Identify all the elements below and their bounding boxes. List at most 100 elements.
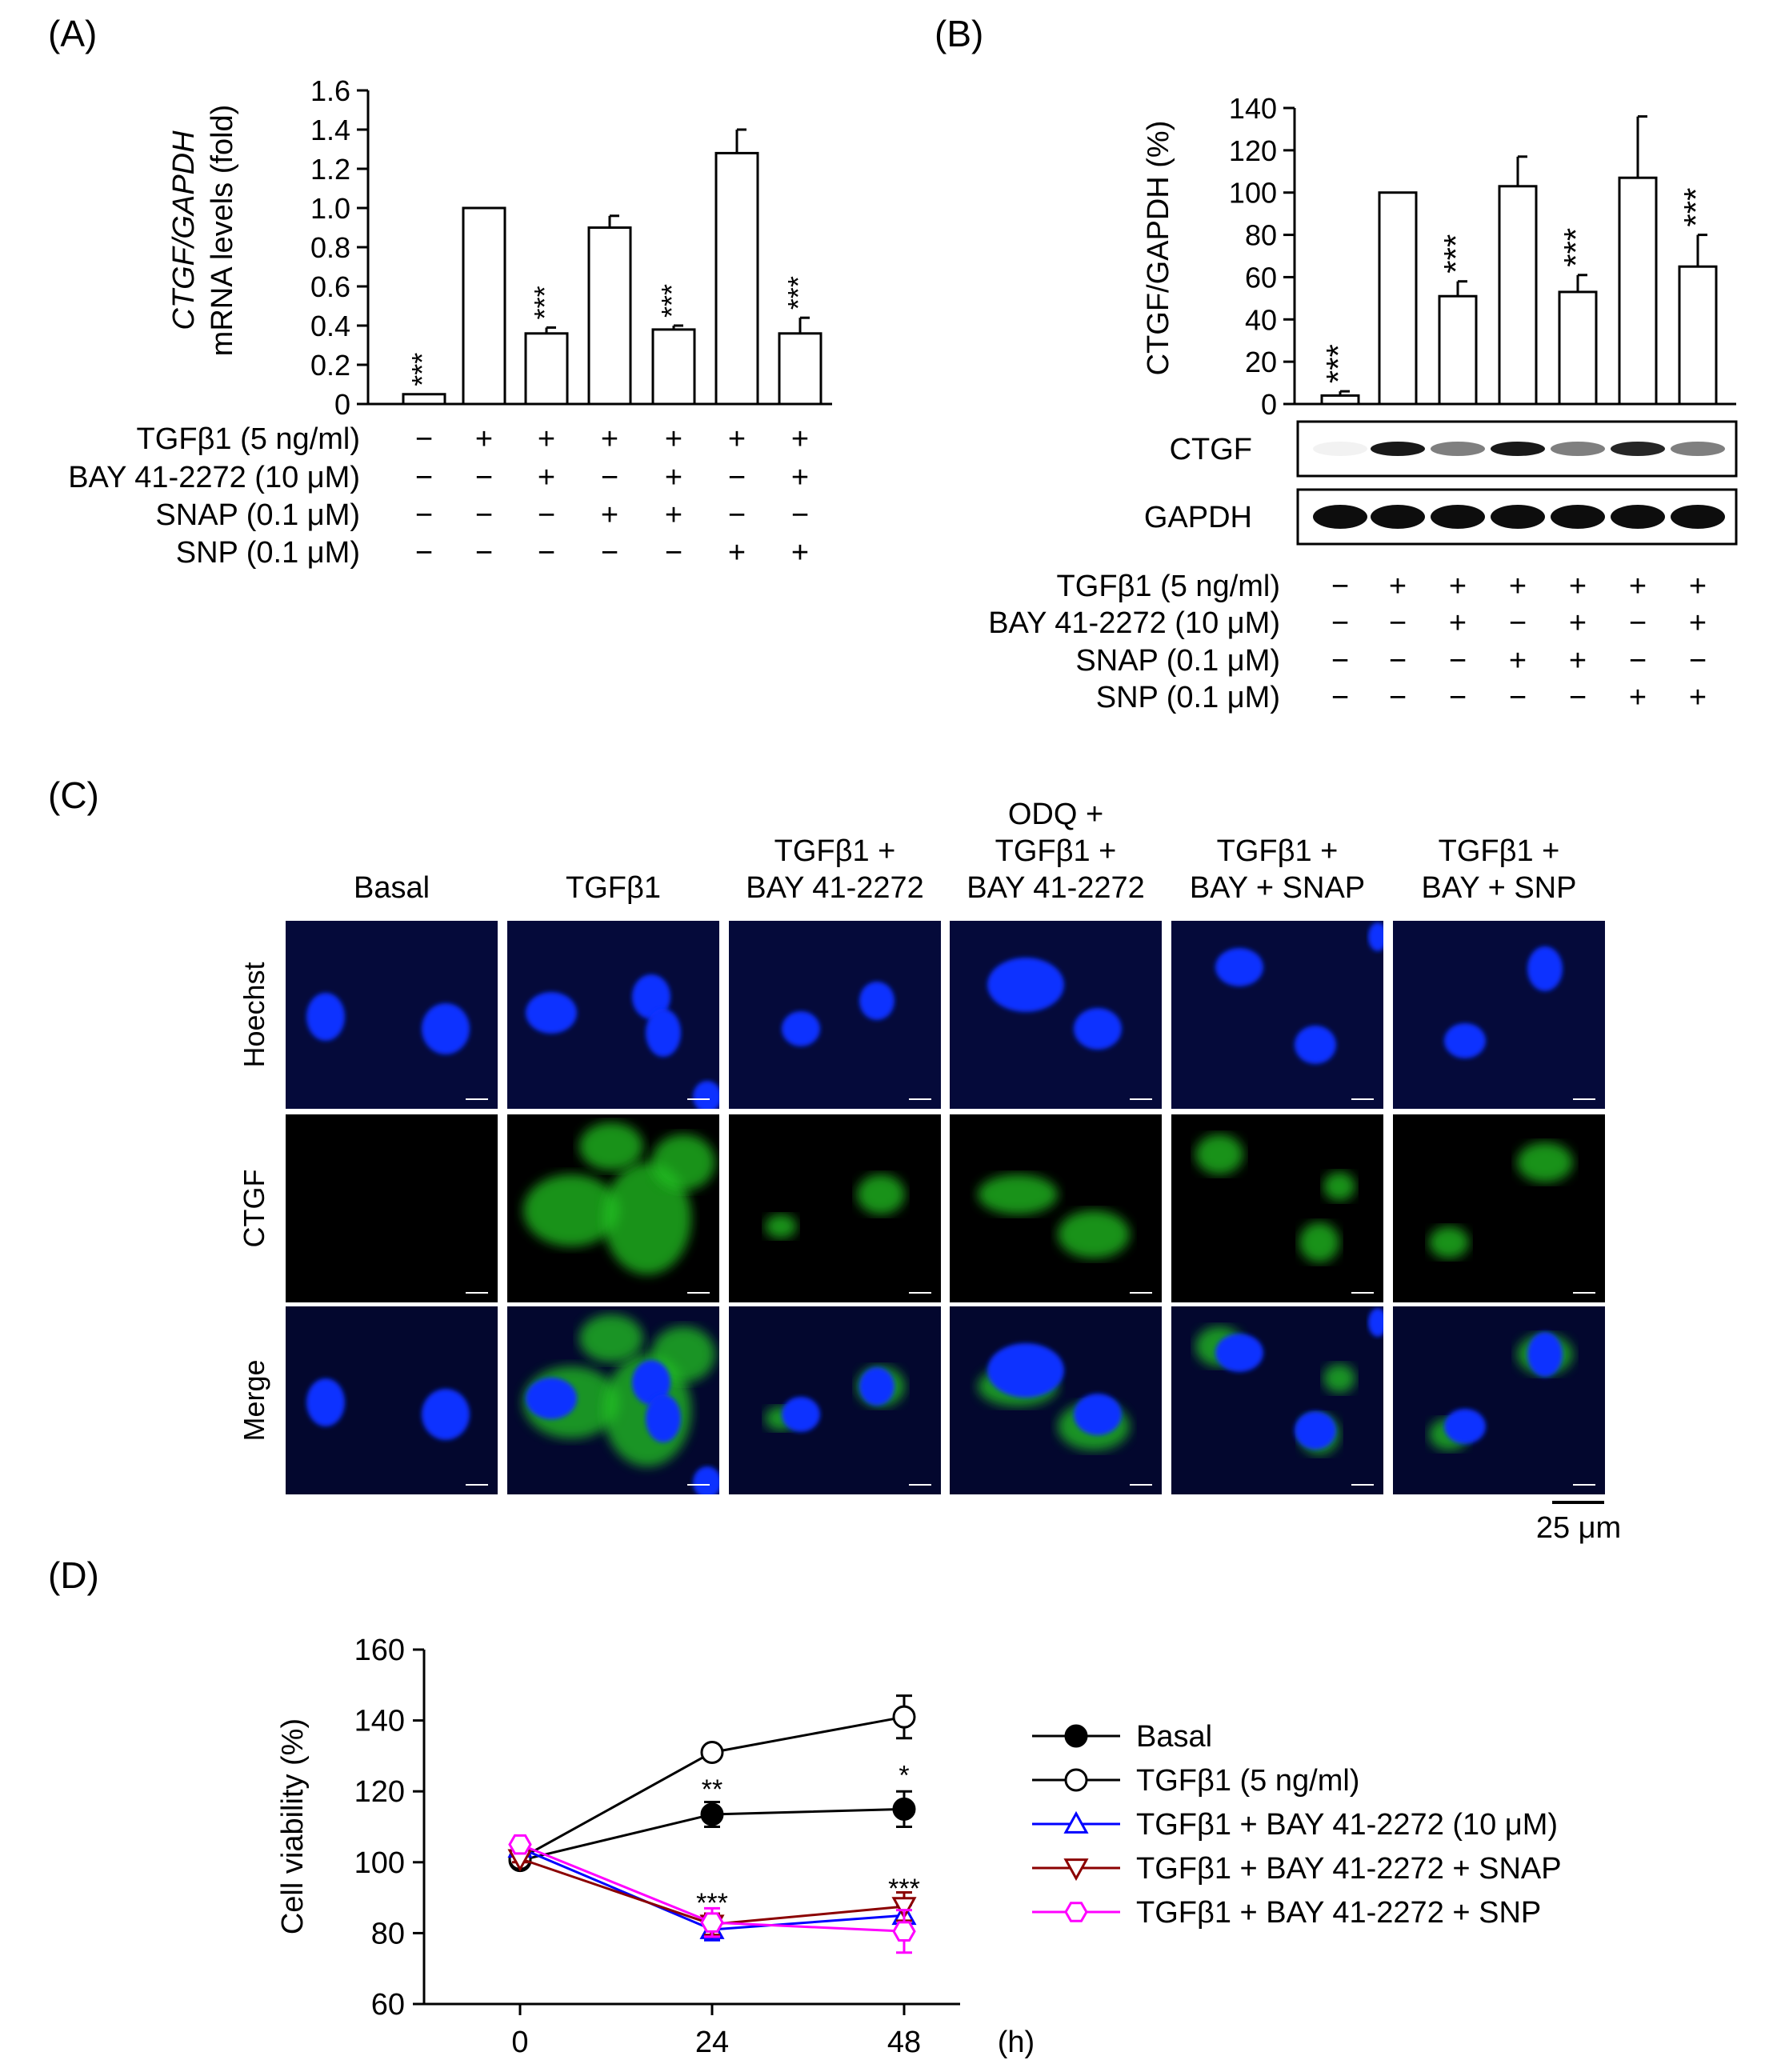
blot-band xyxy=(1371,442,1425,456)
micrograph-3-0 xyxy=(950,921,1162,1109)
significance-label: *** xyxy=(528,286,561,319)
treatment-sign: + xyxy=(1629,570,1647,603)
treatment-label: BAY 41-2272 (10 μM) xyxy=(68,461,360,494)
treatment-sign: − xyxy=(1569,681,1587,714)
micrograph-content xyxy=(1429,1142,1573,1258)
treatment-sign: − xyxy=(728,498,746,532)
bar xyxy=(651,328,696,406)
treatment-sign: − xyxy=(1509,606,1527,640)
ctgf-signal xyxy=(651,1134,715,1190)
blot-band xyxy=(1313,505,1367,529)
treatment-sign: − xyxy=(1689,644,1707,678)
bar xyxy=(1618,176,1658,406)
treatment-sign: − xyxy=(475,461,493,494)
ctgf-signal xyxy=(857,1174,905,1214)
nucleus xyxy=(632,1360,670,1405)
ctgf-signal xyxy=(1195,1134,1243,1174)
significance-label: *** xyxy=(655,284,688,318)
y-tick-label: 60 xyxy=(1245,261,1277,294)
micrograph-background xyxy=(729,1114,941,1302)
micrograph-background xyxy=(729,1306,941,1494)
blot-band xyxy=(1551,505,1605,529)
micrograph-content xyxy=(978,1343,1130,1450)
nucleus xyxy=(1074,1008,1122,1050)
treatment-label: TGFβ1 (5 ng/ml) xyxy=(137,422,360,456)
micrograph-3-2 xyxy=(950,1306,1162,1494)
nucleus xyxy=(526,992,577,1034)
treatment-label: SNAP (0.1 μM) xyxy=(1075,644,1280,678)
marker-triangle-down xyxy=(891,1897,917,1920)
nucleus xyxy=(693,1466,719,1494)
treatment-sign: − xyxy=(538,536,555,570)
treatment-sign: − xyxy=(538,498,555,532)
blot-band xyxy=(1431,505,1485,529)
treatment-sign: − xyxy=(415,422,433,456)
nucleus xyxy=(859,1367,895,1406)
treatment-sign: − xyxy=(1331,606,1349,640)
bar xyxy=(1498,185,1538,406)
bar xyxy=(714,151,759,406)
micrograph-5-0 xyxy=(1393,921,1605,1109)
treatment-sign: − xyxy=(415,461,433,494)
nucleus xyxy=(1527,1332,1563,1377)
column-header: BAY 41-2272 xyxy=(746,871,924,905)
y-axis-label-italic: CTGF/GAPDH xyxy=(167,130,201,330)
row-label-hoechst: Hoechst xyxy=(238,962,270,1067)
ctgf-signal xyxy=(579,1314,643,1362)
treatment-sign: − xyxy=(1389,606,1407,640)
nucleus xyxy=(1444,1023,1486,1058)
blot-band xyxy=(1671,442,1725,456)
legend-label: TGFβ1 (5 ng/ml) xyxy=(1136,1764,1359,1798)
y-tick-label: 80 xyxy=(1245,219,1277,252)
nucleus xyxy=(1074,1394,1122,1435)
treatment-sign: − xyxy=(1449,644,1467,678)
treatment-sign: + xyxy=(728,422,746,456)
nucleus xyxy=(1368,922,1383,951)
y-tick-label: 0 xyxy=(334,388,350,421)
treatment-sign: + xyxy=(538,422,555,456)
micrograph-5-1 xyxy=(1393,1114,1605,1302)
legend-label: TGFβ1 + BAY 41-2272 (10 μM) xyxy=(1136,1808,1558,1842)
micrograph-content xyxy=(306,993,470,1054)
bar xyxy=(1378,191,1418,406)
nucleus xyxy=(987,1343,1064,1398)
column-header: BAY + SNAP xyxy=(1190,871,1365,905)
micrograph-content xyxy=(1195,1134,1355,1262)
micrograph-5-2 xyxy=(1393,1306,1605,1494)
column-header: ODQ + xyxy=(1008,798,1103,831)
y-tick-label: 160 xyxy=(354,1634,405,1667)
x-tick-label: 24 xyxy=(695,2026,729,2059)
scale-bar-label: 25 μm xyxy=(1536,1511,1621,1545)
significance-label: *** xyxy=(1319,344,1357,383)
micrograph-2-0 xyxy=(729,921,941,1109)
significance-label: * xyxy=(899,1760,909,1790)
treatment-sign: − xyxy=(1389,681,1407,714)
marker-hexagon xyxy=(700,1912,724,1933)
bar xyxy=(1678,265,1718,406)
y-axis-label: CTGF/GAPDH (%) xyxy=(1142,121,1175,376)
micrograph-background xyxy=(1393,1306,1605,1494)
treatment-sign: + xyxy=(1449,570,1467,603)
treatment-sign: − xyxy=(1629,606,1647,640)
marker-hexagon xyxy=(1064,1902,1088,1922)
micrograph-3-1 xyxy=(950,1114,1162,1302)
panel-label-d: (D) xyxy=(48,1554,99,1596)
treatment-sign: + xyxy=(475,422,493,456)
nucleus xyxy=(526,1378,577,1419)
y-tick-label: 100 xyxy=(1229,177,1277,210)
blot-label: GAPDH xyxy=(1144,501,1252,534)
nucleus xyxy=(1368,1308,1383,1337)
marker-filled-circle xyxy=(892,1797,916,1821)
treatment-sign: + xyxy=(601,498,618,532)
micrograph-content xyxy=(987,958,1122,1050)
micrograph-background xyxy=(950,921,1162,1109)
treatment-label: BAY 41-2272 (10 μM) xyxy=(988,606,1280,640)
row-label-merge: Merge xyxy=(238,1359,270,1441)
nucleus xyxy=(422,1003,470,1054)
treatment-sign: + xyxy=(538,461,555,494)
series-4 xyxy=(508,1834,916,1954)
treatment-sign: + xyxy=(791,422,809,456)
y-tick-label: 100 xyxy=(354,1846,405,1880)
column-header: TGFβ1 + xyxy=(1217,834,1339,868)
